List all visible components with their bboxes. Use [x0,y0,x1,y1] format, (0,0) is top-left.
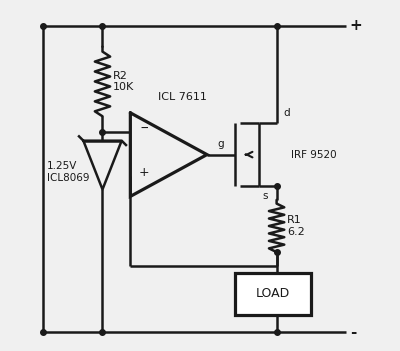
Text: −: − [140,122,148,135]
Text: d: d [284,108,290,118]
Text: R2
10K: R2 10K [113,71,134,92]
Text: ICL 7611: ICL 7611 [158,92,207,102]
Text: +: + [139,166,150,179]
Text: LOAD: LOAD [256,287,290,300]
Text: g: g [218,139,224,149]
Text: -: - [350,325,356,340]
Text: s: s [263,191,268,201]
Text: IRF 9520: IRF 9520 [290,150,336,160]
Bar [235,273,312,315]
Text: R1
6.2: R1 6.2 [287,215,305,237]
Text: 1.25V
ICL8069: 1.25V ICL8069 [47,161,89,183]
Text: +: + [350,18,362,33]
